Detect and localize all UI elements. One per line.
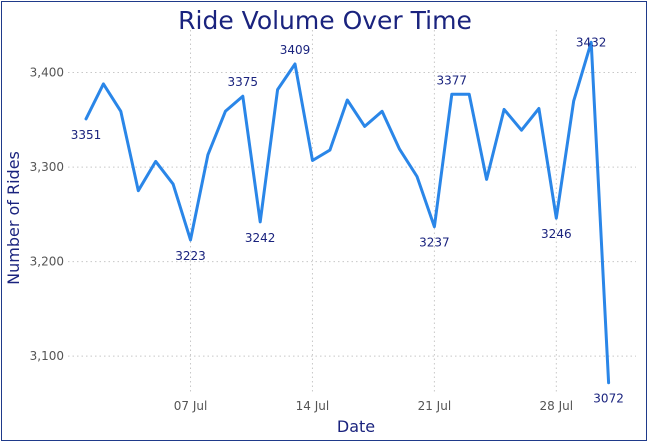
data-label: 3223 xyxy=(175,249,206,263)
y-tick-label: 3,400 xyxy=(30,66,64,80)
data-label: 3237 xyxy=(419,236,450,250)
gridlines xyxy=(68,30,636,394)
x-tick-label: 07 Jul xyxy=(174,399,208,413)
x-tick-label: 21 Jul xyxy=(418,399,452,413)
x-tick-label: 28 Jul xyxy=(540,399,574,413)
data-label: 3409 xyxy=(280,43,311,57)
data-label: 3377 xyxy=(437,73,468,87)
y-axis-label: Number of Rides xyxy=(4,151,23,285)
data-label: 3351 xyxy=(71,128,102,142)
x-axis-ticks: 07 Jul 14 Jul 21 Jul 28 Jul xyxy=(174,399,573,413)
x-axis-label: Date xyxy=(337,417,375,436)
x-tick-label: 14 Jul xyxy=(296,399,330,413)
y-tick-label: 3,100 xyxy=(30,349,64,363)
series-line-group xyxy=(84,40,611,385)
chart-title: Ride Volume Over Time xyxy=(178,6,472,35)
data-label: 3072 xyxy=(593,392,624,406)
data-label: 3246 xyxy=(541,227,572,241)
series-line xyxy=(84,40,611,385)
data-label: 3432 xyxy=(576,35,607,49)
y-tick-label: 3,300 xyxy=(30,160,64,174)
y-axis-ticks: 3,100 3,200 3,300 3,400 xyxy=(30,66,64,364)
y-tick-label: 3,200 xyxy=(30,255,64,269)
data-label: 3242 xyxy=(245,231,276,245)
data-labels: 3351 3223 3375 3242 3409 3237 3377 3246 3432 3072 xyxy=(71,35,624,405)
data-label: 3375 xyxy=(228,75,259,89)
